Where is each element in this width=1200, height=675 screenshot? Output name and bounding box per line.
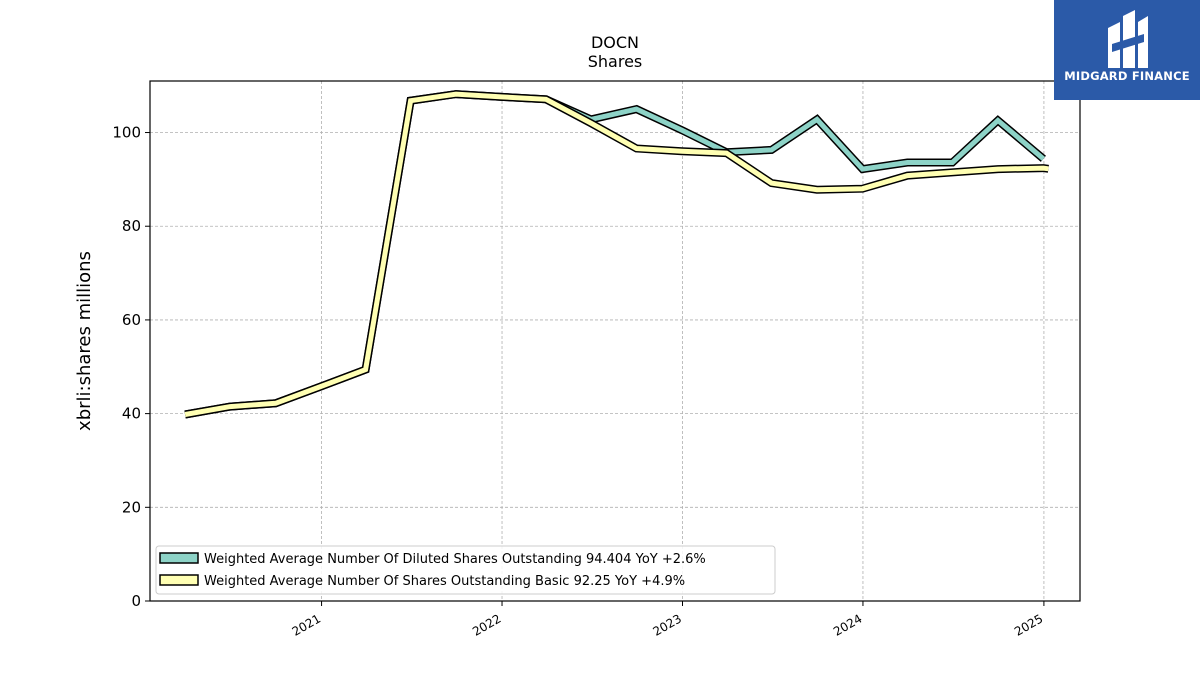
plot-frame xyxy=(149,80,1081,602)
chart-title: DOCN xyxy=(591,33,639,52)
plot-area xyxy=(184,90,1049,419)
legend-swatch xyxy=(159,552,199,564)
y-tick-label: 0 xyxy=(131,592,141,610)
legend-box xyxy=(155,545,776,595)
y-axis-label: xbrli:shares millions xyxy=(74,251,95,431)
x-tick-label: 2022 xyxy=(470,611,503,638)
y-tick-label: 40 xyxy=(122,405,141,423)
series-line-1 xyxy=(184,91,1046,417)
series-line-2 xyxy=(184,91,1049,417)
x-tick-label: 2025 xyxy=(1012,611,1045,638)
x-tick-label: 2023 xyxy=(651,611,684,638)
legend-swatch xyxy=(159,574,199,586)
y-tick-label: 60 xyxy=(122,311,141,329)
y-tick-label: 20 xyxy=(122,498,141,516)
logo-mark-icon xyxy=(1108,10,1148,68)
series-outline-2 xyxy=(184,90,1049,419)
x-tick-label: 2024 xyxy=(831,611,864,638)
brand-logo: MIDGARD FINANCE xyxy=(1054,0,1200,100)
brand-name: MIDGARD FINANCE xyxy=(1064,69,1190,83)
y-tick-label: 100 xyxy=(112,124,141,142)
legend-label: Weighted Average Number Of Diluted Share… xyxy=(204,552,706,567)
series-outline-1 xyxy=(184,90,1046,419)
y-tick-label: 80 xyxy=(122,217,141,235)
legend: Weighted Average Number Of Diluted Share… xyxy=(155,545,776,595)
x-tick-label: 2021 xyxy=(290,611,323,638)
chart-subtitle: Shares xyxy=(588,52,643,71)
legend-label: Weighted Average Number Of Shares Outsta… xyxy=(204,574,685,589)
